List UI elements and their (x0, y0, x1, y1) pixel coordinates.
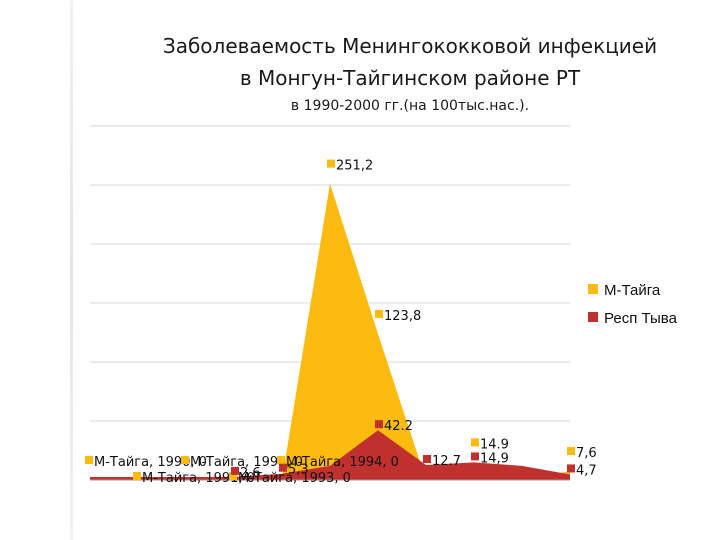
data-label-marker (471, 452, 479, 460)
data-label: 5,3 (288, 463, 309, 478)
legend: М-Тайга Респ Тыва (588, 282, 678, 327)
data-label-marker (375, 310, 383, 318)
data-label: 7,6 (576, 446, 597, 461)
area-series-0 (90, 184, 570, 480)
data-label: 42.2 (384, 419, 413, 434)
series-areas (90, 184, 570, 480)
data-label-marker (85, 456, 93, 464)
data-label: 12.7 (432, 454, 461, 469)
data-label: 123,8 (384, 309, 421, 324)
legend-label-m-taiga: М-Тайга (604, 282, 661, 299)
legend-swatch-resp-tyva (588, 312, 598, 322)
legend-swatch-m-taiga (588, 284, 598, 294)
data-label-marker (423, 455, 431, 463)
data-label-marker (375, 420, 383, 428)
data-label-marker (471, 438, 479, 446)
data-label-marker (231, 467, 239, 475)
data-label-marker (567, 464, 575, 472)
data-label: 2,6 (240, 466, 261, 481)
data-label: 14,9 (480, 451, 509, 466)
legend-label-resp-tyva: Респ Тыва (604, 310, 678, 327)
data-label: 251,2 (336, 159, 373, 174)
data-label-marker (567, 447, 575, 455)
data-label-marker (277, 456, 285, 464)
data-label: 4,7 (576, 463, 597, 478)
data-label-marker (279, 464, 287, 472)
data-label-marker (181, 456, 189, 464)
data-label-marker (327, 160, 335, 168)
data-label-marker (133, 472, 141, 480)
data-label: 14.9 (480, 437, 509, 452)
